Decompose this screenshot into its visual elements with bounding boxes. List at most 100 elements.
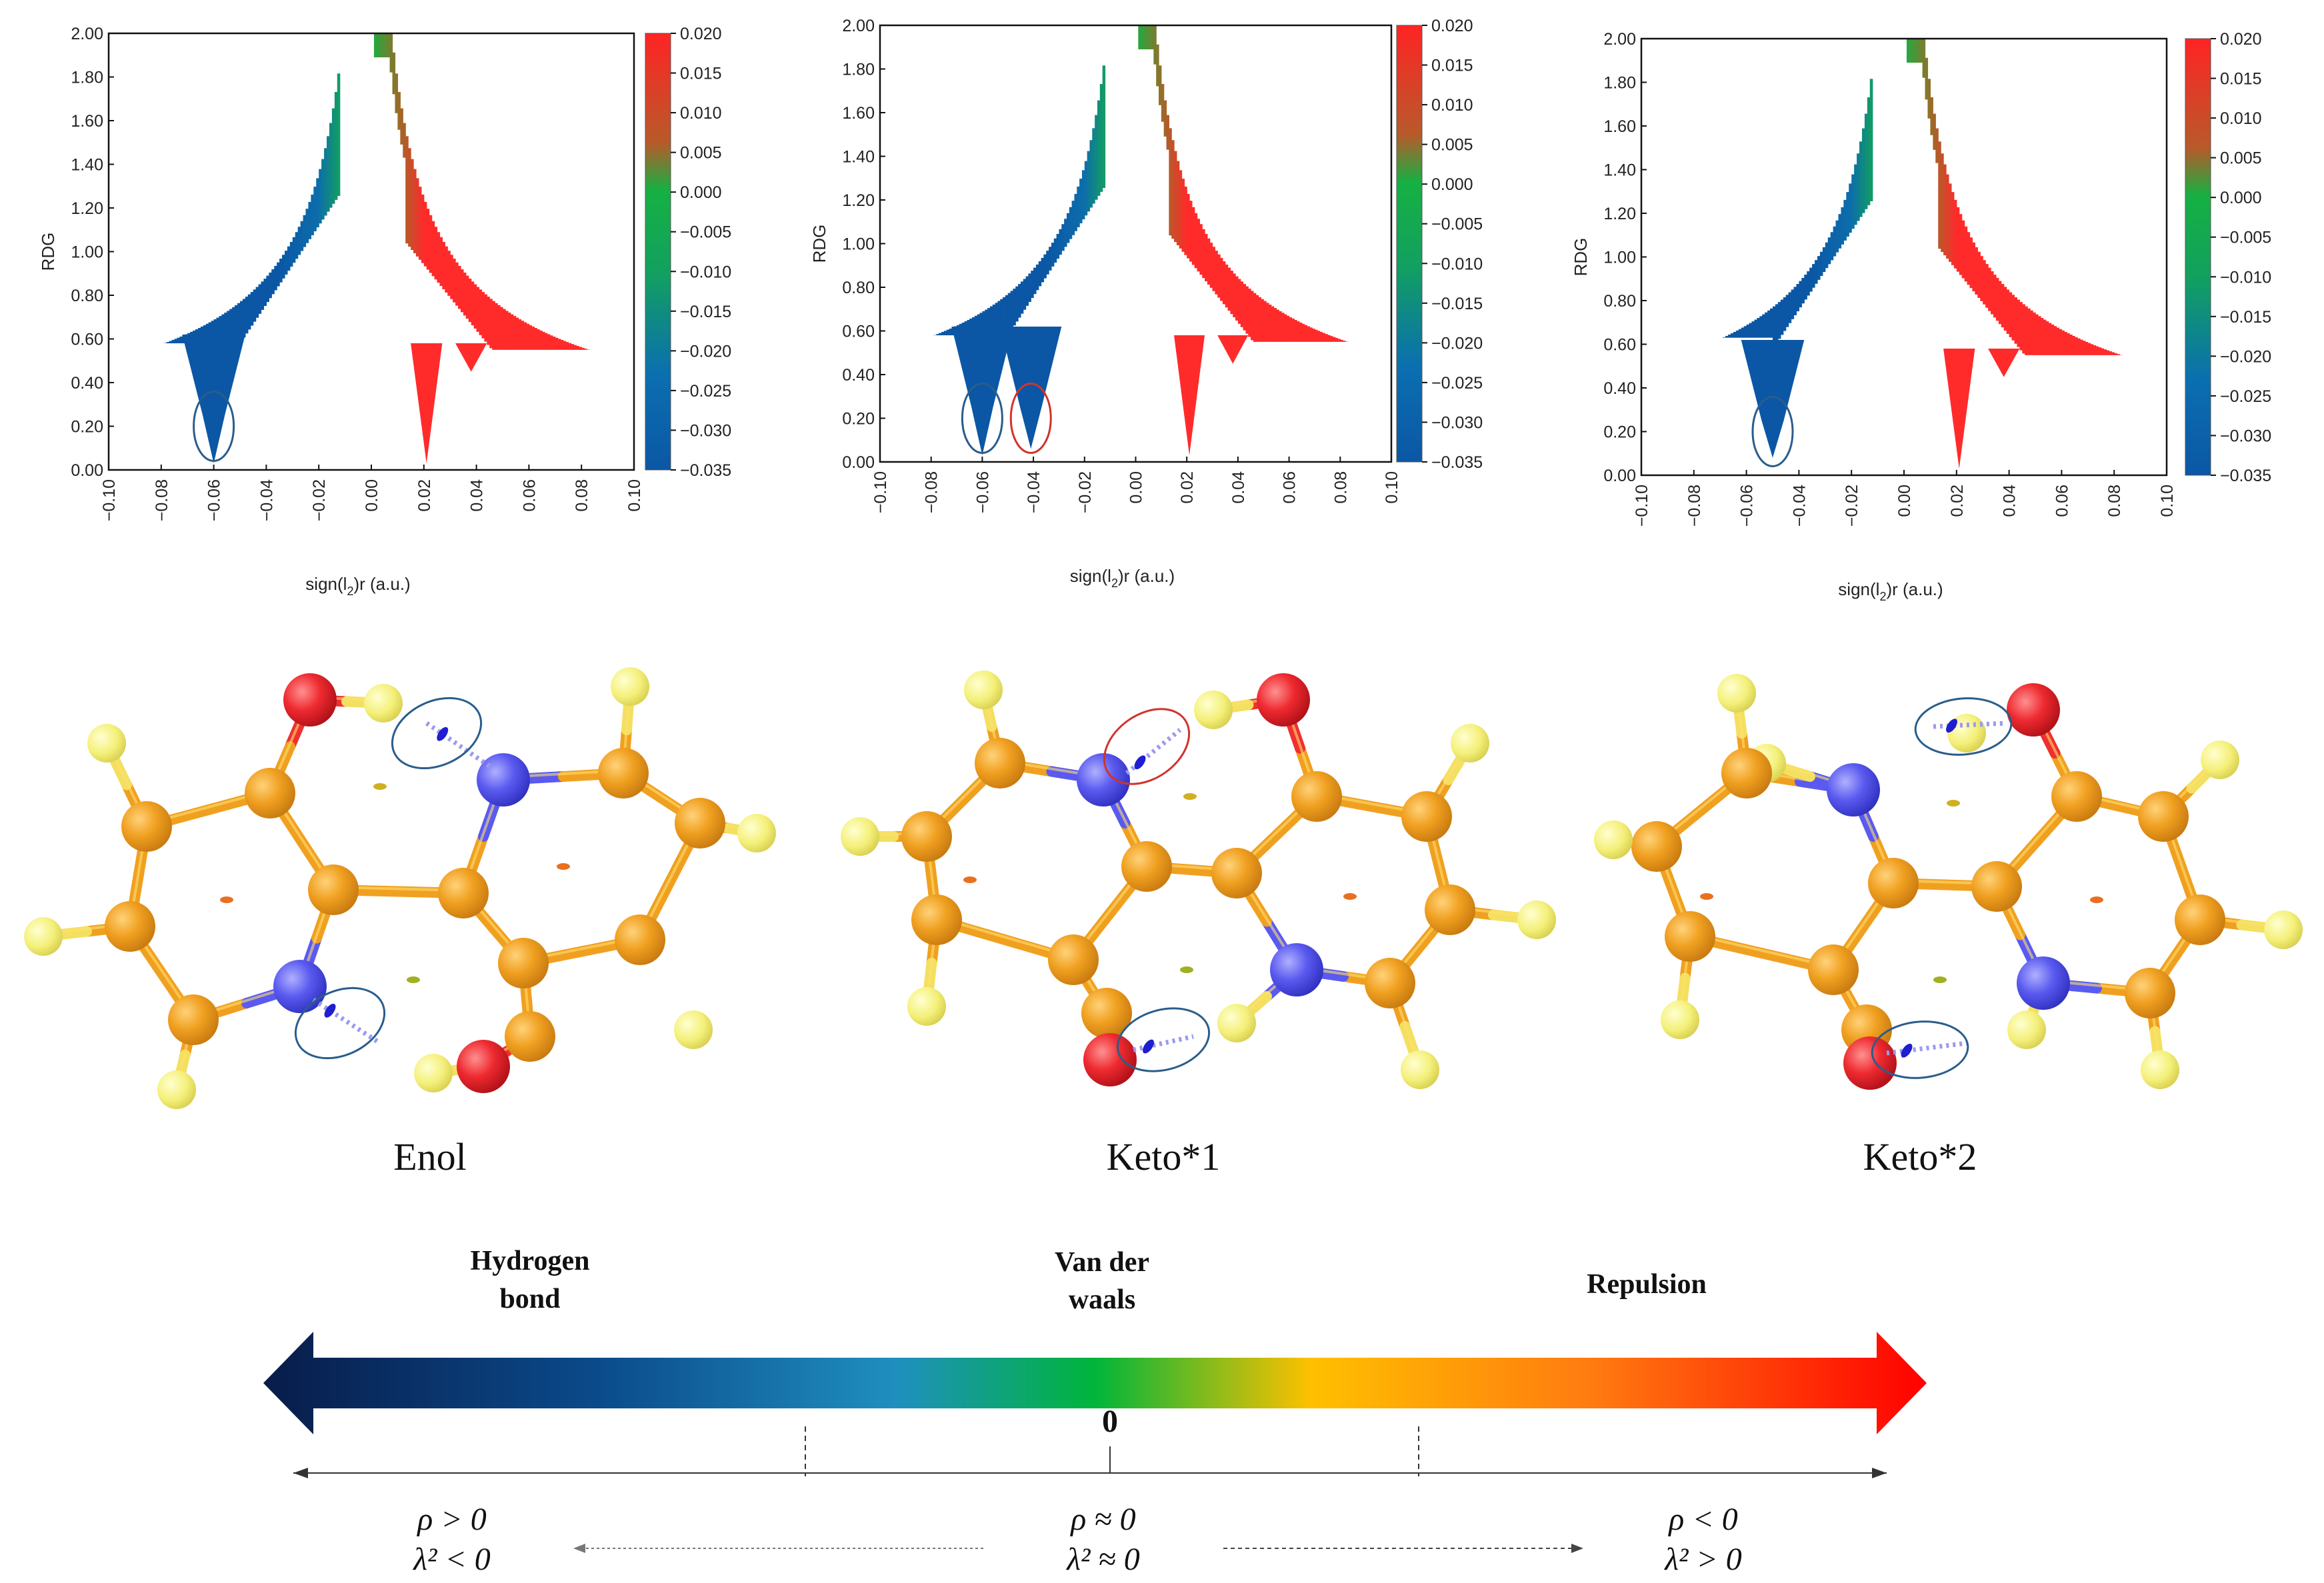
y-tick-label: 0.80 bbox=[842, 279, 875, 297]
nci-isosurface bbox=[1180, 966, 1193, 973]
spike-1 bbox=[1000, 326, 1062, 449]
nci-isosurface bbox=[1933, 976, 1947, 983]
plot-frame bbox=[879, 24, 1393, 463]
y-tick-label: 1.40 bbox=[1603, 161, 1636, 180]
y-tick-label: 0.60 bbox=[842, 323, 875, 341]
hb-isosurface bbox=[1143, 1039, 1154, 1054]
label-repulsion: Repulsion bbox=[1587, 1269, 1707, 1300]
colorbar-tick-label: 0.015 bbox=[1431, 57, 1473, 75]
x-tick-label: −0.02 bbox=[310, 479, 329, 521]
colorbar-tick-label: −0.035 bbox=[680, 461, 731, 480]
molecule-enol: Enol bbox=[24, 667, 776, 1178]
colorbar-tick-label: 0.020 bbox=[2220, 30, 2262, 49]
carbon-atom bbox=[2051, 771, 2102, 822]
nci-isosurface bbox=[1183, 793, 1197, 800]
condition-hydrogen-bond: λ² < 0 bbox=[412, 1542, 491, 1577]
interaction-scale: Hydrogen bond Van der waals Repulsion 0 ρ > 0 λ… bbox=[263, 1246, 1927, 1577]
colorbar-tick-label: −0.035 bbox=[1431, 453, 1483, 472]
x-tick-label: 0.00 bbox=[363, 479, 381, 512]
colorbar-tick-label: −0.030 bbox=[680, 421, 731, 440]
scale-gradient-arrow bbox=[263, 1332, 1927, 1434]
colorbar-tick-label: 0.010 bbox=[1431, 96, 1473, 115]
x-axis-label: sign(l2)r (a.u.) bbox=[305, 574, 410, 598]
y-tick-label: 1.00 bbox=[1603, 249, 1636, 267]
hydrogen-atom bbox=[364, 684, 403, 723]
hb-highlight-ellipse bbox=[1914, 697, 2013, 756]
condition-van-der-waals: λ² ≈ 0 bbox=[1065, 1542, 1140, 1577]
carbon-atom bbox=[1665, 911, 1715, 962]
nci-isosurface bbox=[2090, 896, 2103, 903]
carbon-atom bbox=[615, 914, 665, 965]
hb-isosurface bbox=[437, 727, 449, 741]
colorbar-tick-label: −0.020 bbox=[1431, 334, 1483, 353]
hb-highlight-ellipse bbox=[1103, 708, 1191, 785]
hydrogen-atom bbox=[24, 917, 63, 956]
x-tick-label: −0.04 bbox=[257, 479, 276, 521]
molecule-keto-1: Keto*1 bbox=[841, 671, 1556, 1178]
carbon-atom bbox=[1081, 988, 1132, 1038]
y-tick-label: 1.00 bbox=[71, 243, 103, 262]
colorbar-tick-label: 0.005 bbox=[1431, 136, 1473, 155]
x-tick-label: −0.10 bbox=[871, 471, 890, 513]
carbon-atom bbox=[1808, 944, 1859, 995]
y-tick-label: 0.80 bbox=[71, 287, 103, 305]
label-van-der-waals: Van der bbox=[1055, 1247, 1149, 1278]
spike-highlight-ellipse bbox=[961, 383, 1003, 454]
y-tick-label: 0.60 bbox=[71, 331, 103, 349]
hydrogen-atom bbox=[414, 1054, 453, 1092]
colorbar: 0.020 0.015 0.010 0.005 0.000 −0.005 −0.010 −0.… bbox=[2185, 30, 2271, 485]
nitrogen-atom bbox=[1077, 753, 1130, 806]
y-tick-label: 2.00 bbox=[842, 17, 875, 35]
repulsion-spike bbox=[455, 343, 487, 372]
molecules: Enol Keto*1 Keto*2 bbox=[24, 667, 2303, 1178]
spike-0 bbox=[182, 334, 245, 464]
x-tick-label: 0.00 bbox=[1895, 485, 1914, 517]
carbon-atom bbox=[1121, 841, 1172, 892]
hydrogen-atom bbox=[907, 987, 946, 1026]
colorbar-tick-label: 0.000 bbox=[1431, 175, 1473, 194]
arrow-head bbox=[1571, 1544, 1583, 1553]
carbon-atom bbox=[308, 864, 359, 915]
condition-repulsion: ρ < 0 bbox=[1667, 1502, 1737, 1537]
x-tick-label: 0.08 bbox=[1331, 471, 1350, 504]
colorbar-tick-label: 0.000 bbox=[2220, 189, 2262, 207]
hydrogen-atom bbox=[2141, 1050, 2179, 1089]
colorbar-tick-label: 0.020 bbox=[1431, 17, 1473, 35]
hydrogen-atom bbox=[1517, 900, 1556, 939]
x-tick-label: −0.02 bbox=[1843, 485, 1861, 527]
hb-highlight-ellipse bbox=[1871, 1020, 1969, 1079]
oxygen-atom bbox=[283, 673, 337, 727]
x-tick-label: −0.08 bbox=[153, 479, 171, 521]
oxygen-atom bbox=[2007, 683, 2060, 737]
nci-isosurface bbox=[557, 863, 570, 870]
nci-isosurface bbox=[1700, 893, 1713, 900]
x-tick-label: −0.02 bbox=[1076, 471, 1095, 513]
nci-isosurface bbox=[1343, 893, 1357, 900]
carbon-atom bbox=[911, 894, 962, 945]
x-tick-label: 0.02 bbox=[1178, 471, 1197, 504]
colorbar-tick-label: −0.025 bbox=[680, 382, 731, 401]
colorbar-tick-label: 0.005 bbox=[2220, 149, 2262, 168]
condition-van-der-waals: ρ ≈ 0 bbox=[1069, 1502, 1135, 1537]
label-zero: 0 bbox=[1102, 1404, 1118, 1439]
colorbar-gradient bbox=[1396, 25, 1423, 463]
hydrogen-atom bbox=[1451, 724, 1489, 763]
x-axis-label: sign(l2)r (a.u.) bbox=[1070, 566, 1175, 590]
condition-repulsion: λ² > 0 bbox=[1663, 1542, 1742, 1577]
carbon-atom bbox=[975, 738, 1025, 789]
nitrogen-atom bbox=[2017, 956, 2070, 1010]
colorbar-tick-label: −0.030 bbox=[1431, 413, 1483, 432]
hydrogen-atom bbox=[87, 724, 126, 763]
x-tick-label: −0.06 bbox=[205, 479, 224, 521]
hydrogen-bond-dots bbox=[1133, 1034, 1194, 1052]
y-axis-label: RDG bbox=[809, 225, 829, 263]
y-tick-label: 0.40 bbox=[1603, 379, 1636, 398]
hydrogen-atom bbox=[1401, 1050, 1439, 1089]
carbon-atom bbox=[1868, 858, 1919, 908]
hb-highlight-ellipse bbox=[1116, 1007, 1211, 1072]
molecule-keto-2: Keto*2 bbox=[1594, 674, 2303, 1178]
label-hydrogen-bond: bond bbox=[499, 1284, 560, 1314]
nci-isosurface bbox=[220, 896, 233, 903]
x-tick-label: 0.04 bbox=[2001, 485, 2019, 517]
